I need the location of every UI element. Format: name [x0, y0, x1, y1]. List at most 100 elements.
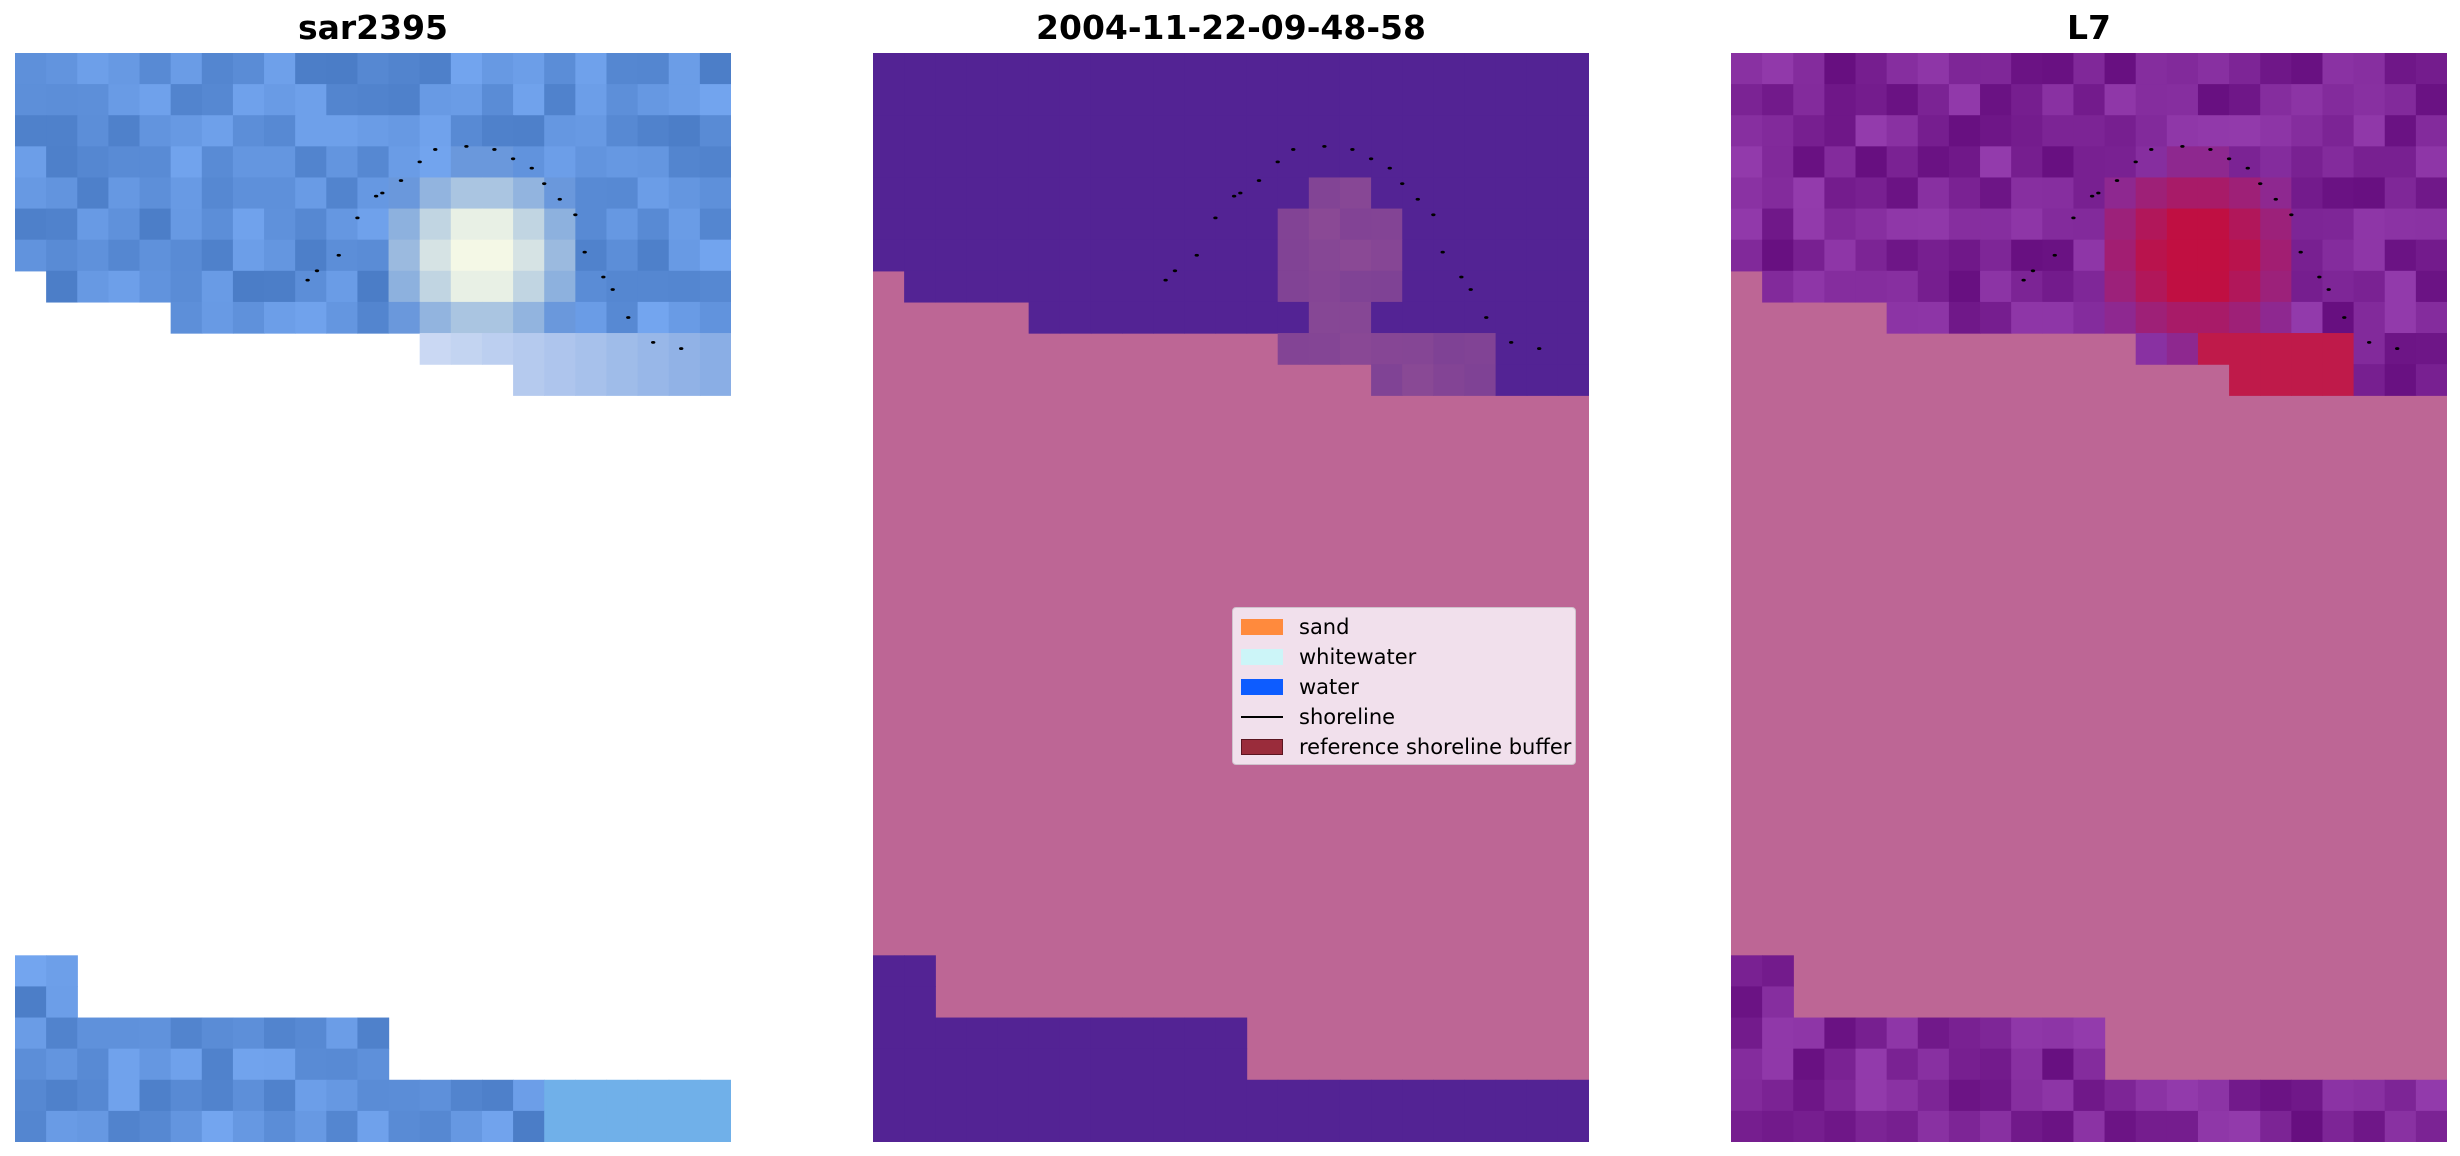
pixel	[2073, 53, 2106, 85]
pixel	[1215, 53, 1248, 85]
pixel	[264, 53, 296, 85]
pixel	[139, 177, 172, 210]
pixel	[904, 270, 936, 303]
shoreline-point	[1440, 250, 1445, 254]
pixel	[1277, 177, 1310, 210]
pixel	[264, 177, 296, 210]
pixel	[1090, 1048, 1123, 1081]
pixel	[2229, 333, 2261, 365]
pixel	[326, 270, 359, 303]
pixel	[668, 1079, 701, 1112]
pixel	[46, 986, 78, 1019]
pixel	[481, 1110, 514, 1142]
pixel	[1526, 1079, 1559, 1112]
pixel	[388, 270, 421, 303]
pixel	[1948, 270, 1981, 303]
pixel	[1917, 53, 1950, 85]
pixel	[264, 146, 296, 179]
shoreline-point	[542, 182, 547, 186]
shoreline-point	[1213, 216, 1218, 220]
pixel	[295, 1110, 327, 1142]
pixel	[46, 208, 78, 241]
pixel	[2260, 333, 2292, 365]
pixel	[201, 1048, 234, 1081]
pixel	[575, 1079, 608, 1112]
pixel	[264, 1110, 296, 1142]
pixel	[1090, 53, 1123, 85]
pixel	[2384, 84, 2417, 116]
pixel	[2415, 1079, 2447, 1112]
pixel	[232, 177, 265, 210]
pixel	[1855, 53, 1888, 85]
pixel	[2011, 53, 2043, 85]
pixel	[1028, 1048, 1061, 1081]
pixel	[997, 1048, 1030, 1081]
shoreline-point	[2289, 213, 2294, 217]
pixel	[637, 1110, 670, 1142]
pixel	[1762, 270, 1794, 303]
pixel	[873, 1110, 905, 1142]
pixel	[966, 146, 999, 179]
pixel	[1917, 177, 1950, 210]
pixel	[1731, 1079, 1763, 1112]
pixel	[46, 1017, 78, 1050]
pixel	[1917, 1110, 1950, 1142]
pixel	[1028, 1079, 1061, 1112]
pixel	[1557, 270, 1589, 303]
pixel	[419, 270, 452, 303]
pixel	[1059, 1048, 1092, 1081]
classified-image-panel	[873, 53, 1589, 1142]
pixel	[170, 115, 203, 147]
pixel	[2291, 177, 2324, 210]
pixel	[1028, 1110, 1061, 1142]
pixel	[1402, 53, 1434, 85]
pixel	[2229, 208, 2261, 241]
pixel	[1215, 1048, 1248, 1081]
pixel	[935, 53, 968, 85]
pixel	[1793, 1079, 1826, 1112]
pixel	[2415, 333, 2447, 365]
pixel	[139, 270, 172, 303]
pixel	[1215, 146, 1248, 179]
pixel	[966, 53, 999, 85]
pixel	[1917, 239, 1950, 272]
pixel	[2166, 115, 2199, 147]
pixel	[170, 84, 203, 116]
pixel	[1184, 1110, 1217, 1142]
pixel	[2260, 208, 2292, 241]
pixel	[606, 1079, 639, 1112]
pixel	[1277, 239, 1310, 272]
shoreline-point	[492, 148, 497, 151]
pixel	[1371, 208, 1403, 241]
pixel	[1122, 146, 1154, 179]
pixel	[1246, 115, 1279, 147]
pixel	[1402, 115, 1434, 147]
reference-buffer-swatch	[1241, 739, 1283, 755]
pixel	[668, 239, 701, 272]
pixel	[1948, 84, 1981, 116]
pixel	[295, 270, 327, 303]
pixel	[481, 146, 514, 179]
shoreline-point	[1350, 148, 1355, 151]
pixel	[2384, 177, 2417, 210]
pixel	[1793, 84, 1826, 116]
shoreline-point	[2273, 197, 2278, 201]
pixel	[295, 1048, 327, 1081]
pixel	[1980, 146, 2012, 179]
pixel	[2104, 115, 2137, 147]
pixel	[1090, 84, 1123, 116]
pixel	[637, 333, 670, 365]
pixel	[201, 177, 234, 210]
pixel	[1557, 146, 1589, 179]
pixel	[1153, 208, 1185, 241]
pixel	[201, 84, 234, 116]
shoreline-point	[2149, 148, 2154, 151]
pixel	[77, 146, 110, 179]
pixel	[2384, 239, 2417, 272]
pixel	[1948, 301, 1981, 334]
pixel	[1339, 115, 1372, 147]
pixel	[1824, 115, 1857, 147]
pixel	[1793, 146, 1826, 179]
classified-image	[873, 53, 1589, 1142]
pixel	[108, 115, 141, 147]
